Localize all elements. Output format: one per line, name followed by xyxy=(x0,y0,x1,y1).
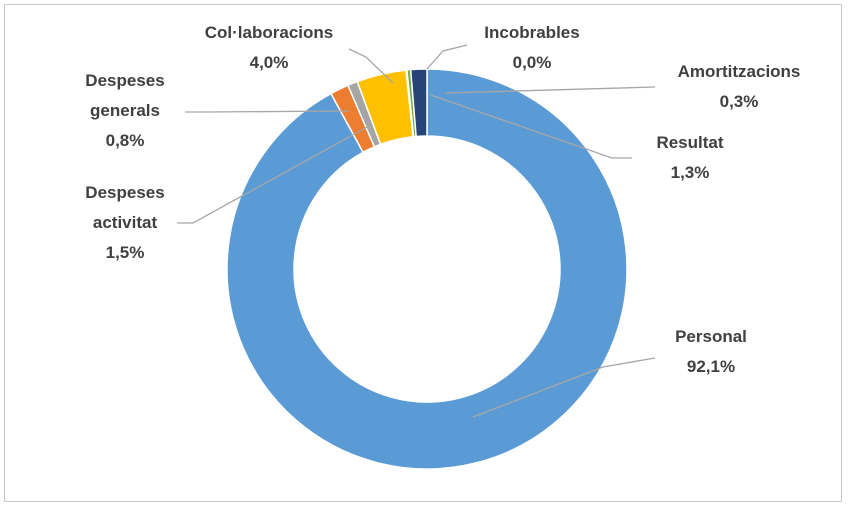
data-labels: Personal 92,1%Despeses activitat 1,5%Despes… xyxy=(85,23,800,376)
category-label: Despeses xyxy=(85,183,164,202)
chart-frame: Personal 92,1% Despeses activitat 1,5% Despes… xyxy=(4,4,842,502)
percent-label: 4,0% xyxy=(250,53,289,72)
leader-line-amortitzacions xyxy=(444,86,656,94)
category-label: Col·laboracions xyxy=(205,23,333,42)
data-label-amortitzacions: Amortitzacions 0,3% xyxy=(678,62,801,111)
category-label: Incobrables xyxy=(484,23,579,42)
data-label-incobrables: Incobrables 0,0% xyxy=(484,23,579,72)
data-label-despeses-generals: Despeses generals 0,8% xyxy=(85,71,164,150)
category-label: Personal xyxy=(675,327,747,346)
leader-line-col-laboracions xyxy=(348,48,394,84)
leader-line-despeses-generals xyxy=(185,110,350,113)
data-label-despeses-activitat: Despeses activitat 1,5% xyxy=(85,183,164,262)
category-label: generals xyxy=(90,101,160,120)
leader-line-incobrables xyxy=(426,44,468,70)
data-label-personal: Personal 92,1% xyxy=(675,327,747,376)
category-label: activitat xyxy=(93,213,158,232)
percent-label: 1,3% xyxy=(671,163,710,182)
slice-personal xyxy=(226,68,628,470)
category-label: Resultat xyxy=(656,133,723,152)
percent-label: 0,0% xyxy=(513,53,552,72)
percent-label: 0,8% xyxy=(106,131,145,150)
data-label-resultat: Resultat 1,3% xyxy=(656,133,723,182)
percent-label: 0,3% xyxy=(720,92,759,111)
slice-resultat xyxy=(409,68,428,138)
slices xyxy=(226,68,628,470)
percent-label: 1,5% xyxy=(106,243,145,262)
category-label: Despeses xyxy=(85,71,164,90)
leader-lines xyxy=(177,44,656,418)
leader-line-personal xyxy=(472,357,656,418)
percent-label: 92,1% xyxy=(687,357,735,376)
leader-line-despeses-activitat xyxy=(177,125,370,224)
leader-line-resultat xyxy=(430,94,632,159)
data-label-col-laboracions: Col·laboracions 4,0% xyxy=(205,23,333,72)
doughnut-chart: Personal 92,1%Despeses activitat 1,5%Despes… xyxy=(85,23,800,470)
category-label: Amortitzacions xyxy=(678,62,801,81)
